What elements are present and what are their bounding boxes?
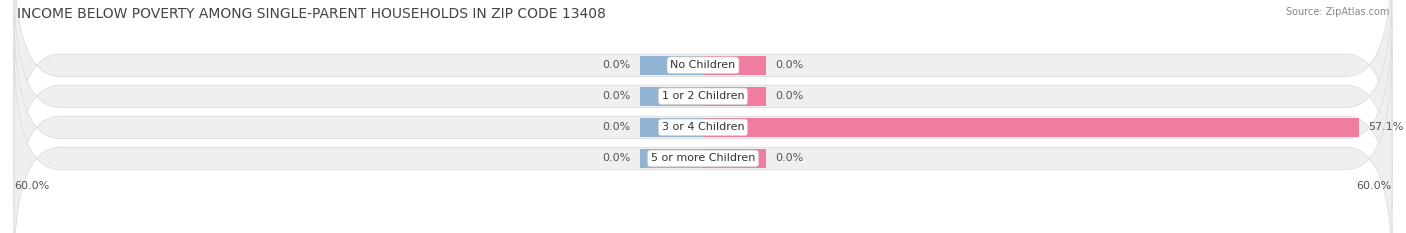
- Bar: [640, 87, 703, 106]
- Text: 60.0%: 60.0%: [14, 181, 49, 191]
- Bar: [640, 56, 703, 75]
- Legend: Single Father, Single Mother: Single Father, Single Mother: [603, 230, 803, 233]
- Bar: [640, 118, 703, 137]
- Text: 5 or more Children: 5 or more Children: [651, 154, 755, 163]
- Text: 0.0%: 0.0%: [775, 154, 804, 163]
- Text: No Children: No Children: [671, 60, 735, 70]
- FancyBboxPatch shape: [14, 0, 1392, 209]
- Text: 0.0%: 0.0%: [775, 91, 804, 101]
- Text: 0.0%: 0.0%: [602, 122, 631, 132]
- Bar: [703, 118, 1358, 137]
- Text: 60.0%: 60.0%: [1357, 181, 1392, 191]
- FancyBboxPatch shape: [14, 14, 1392, 233]
- Text: 0.0%: 0.0%: [775, 60, 804, 70]
- Text: 0.0%: 0.0%: [602, 60, 631, 70]
- Text: 3 or 4 Children: 3 or 4 Children: [662, 122, 744, 132]
- Text: 1 or 2 Children: 1 or 2 Children: [662, 91, 744, 101]
- Text: INCOME BELOW POVERTY AMONG SINGLE-PARENT HOUSEHOLDS IN ZIP CODE 13408: INCOME BELOW POVERTY AMONG SINGLE-PARENT…: [17, 7, 606, 21]
- Text: 57.1%: 57.1%: [1368, 122, 1403, 132]
- FancyBboxPatch shape: [14, 45, 1392, 233]
- Text: 0.0%: 0.0%: [602, 154, 631, 163]
- Text: 0.0%: 0.0%: [602, 91, 631, 101]
- Bar: [703, 87, 766, 106]
- Bar: [703, 56, 766, 75]
- Bar: [703, 149, 766, 168]
- FancyBboxPatch shape: [14, 0, 1392, 178]
- Text: Source: ZipAtlas.com: Source: ZipAtlas.com: [1285, 7, 1389, 17]
- Bar: [640, 149, 703, 168]
